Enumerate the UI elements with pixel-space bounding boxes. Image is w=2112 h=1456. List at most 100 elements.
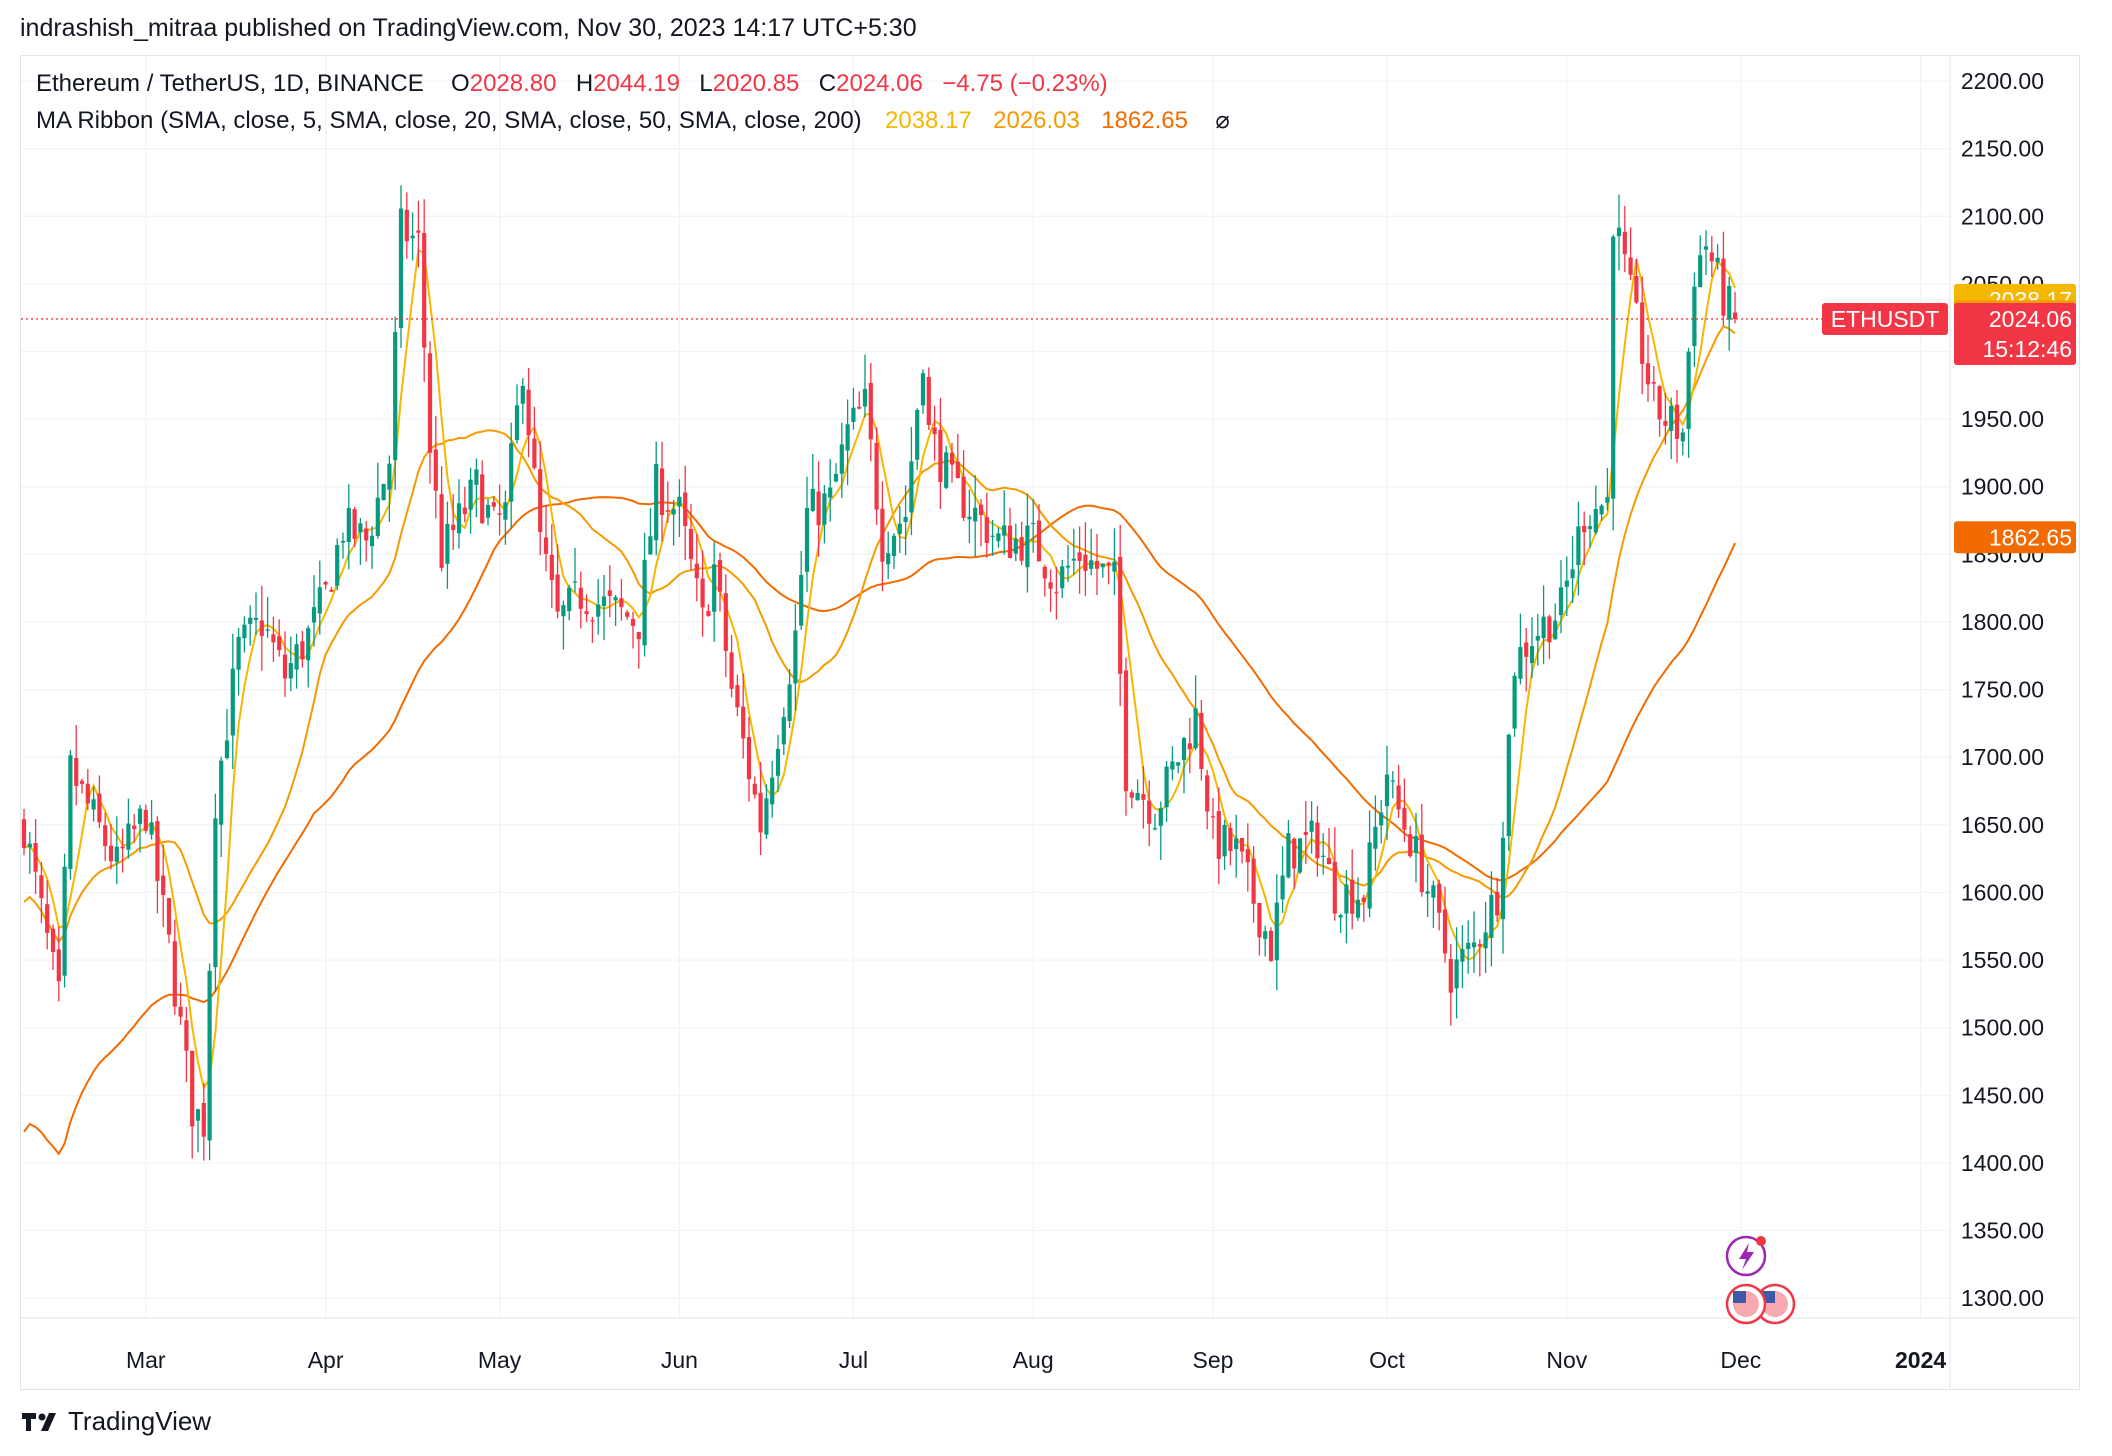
change-value: −4.75 (−0.23%)	[942, 70, 1108, 97]
candle-body	[555, 574, 560, 612]
candle-body	[277, 636, 282, 651]
candle-body	[949, 452, 955, 465]
candle-body	[79, 780, 85, 784]
grid-lines	[21, 56, 1950, 1318]
price-chart[interactable]: 1300.00 1350.00 1400.00 1450.00 1500.00 1550.…	[0, 0, 2112, 1400]
candle-body	[50, 928, 56, 952]
candle-body	[822, 493, 827, 525]
candle-body	[1576, 526, 1581, 566]
candle-body	[149, 822, 154, 835]
time-tick-label: Nov	[1546, 1347, 1587, 1373]
high-value: 2044.19	[593, 70, 680, 97]
candle-body	[1622, 231, 1627, 255]
candle-body	[445, 523, 450, 564]
time-tick-label: Aug	[1013, 1347, 1054, 1373]
candle-body	[723, 593, 728, 651]
candle-body	[1245, 849, 1250, 863]
candle-body	[816, 491, 821, 526]
candle-body	[996, 533, 1001, 542]
candle-body	[1512, 675, 1517, 729]
candle-body	[1645, 363, 1651, 385]
bar-countdown-text: 15:12:46	[1982, 336, 2072, 362]
candle-body	[323, 581, 328, 585]
candle-body	[770, 777, 775, 805]
candle-body	[1692, 286, 1697, 347]
time-axis: Mar Apr May Jun Jul Aug Sep Oct Nov Dec 2024	[126, 1347, 1946, 1373]
candle-body	[514, 405, 520, 441]
candle-body	[1118, 556, 1123, 674]
price-tick-label: 1950.00	[1961, 406, 2044, 432]
candle-body	[1657, 386, 1662, 420]
candle-body	[659, 468, 665, 515]
candle-body	[857, 406, 862, 409]
symbol-title: Ethereum / TetherUS, 1D, BINANCE	[36, 70, 424, 97]
candle-body	[1570, 569, 1575, 579]
candle-body	[897, 523, 902, 534]
indicator-legend[interactable]: MA Ribbon (SMA, close, 5, SMA, close, 20…	[36, 106, 1230, 135]
candle-body	[369, 535, 375, 547]
candle-body	[1007, 525, 1013, 558]
candle-body	[839, 444, 844, 474]
price-tick-label: 1800.00	[1961, 609, 2044, 635]
candle-body	[648, 536, 653, 555]
candle-body	[567, 587, 572, 612]
candle-body	[1094, 561, 1100, 569]
ma20-value: 2026.03	[993, 107, 1080, 134]
candle-body	[381, 483, 386, 501]
candle-body	[74, 758, 79, 786]
candle-body	[845, 424, 850, 451]
candle-body	[625, 612, 630, 617]
tradingview-footer[interactable]: TradingView	[22, 1406, 211, 1437]
candle-body	[166, 898, 172, 935]
candle-body	[1500, 837, 1506, 920]
candle-body	[1152, 828, 1158, 830]
candle-body	[630, 618, 636, 626]
candle-body	[1170, 761, 1175, 770]
last-price-text: 2024.06	[1989, 306, 2072, 332]
candle-body	[288, 663, 293, 679]
candle-body	[509, 443, 514, 502]
candle-body	[1640, 302, 1645, 364]
candle-body	[1564, 580, 1569, 587]
candle-body	[248, 617, 253, 624]
candle-body	[1611, 236, 1616, 499]
candle-body	[1680, 432, 1685, 442]
candle-body	[1089, 560, 1094, 569]
candle-body	[1292, 838, 1297, 869]
candle-body	[984, 517, 989, 543]
candle-body	[1268, 930, 1274, 962]
candle-body	[944, 452, 949, 488]
candle-body	[1674, 404, 1680, 439]
candle-body	[665, 510, 670, 512]
candle-body	[427, 353, 433, 453]
price-tick-label: 1900.00	[1961, 474, 2044, 500]
candle-body	[108, 845, 114, 862]
candle-body	[1582, 525, 1587, 533]
visibility-toggle-icon[interactable]: ⌀	[1215, 107, 1230, 134]
candle-body	[1651, 382, 1656, 384]
notification-dot	[1756, 1236, 1766, 1246]
indicator-title: MA Ribbon (SMA, close, 5, SMA, close, 20…	[36, 107, 862, 134]
candle-body	[85, 783, 90, 804]
candle-body	[1669, 405, 1674, 431]
candle-body	[219, 760, 224, 825]
candle-body	[1274, 902, 1279, 961]
candle-body	[468, 479, 473, 510]
candle-body	[1065, 565, 1071, 568]
ma20-line	[23, 324, 1736, 944]
candle-body	[161, 875, 166, 896]
candle-body	[1663, 420, 1668, 426]
time-tick-label: 2024	[1895, 1347, 1946, 1373]
chart-frame	[20, 55, 2080, 1390]
candle-body	[810, 488, 815, 511]
candle-body	[21, 819, 27, 848]
symbol-legend[interactable]: Ethereum / TetherUS, 1D, BINANCE O2028.8…	[36, 70, 1108, 98]
candle-body	[143, 809, 148, 831]
candle-body	[1013, 538, 1018, 554]
candle-body	[1466, 942, 1471, 950]
candle-body	[1054, 592, 1059, 594]
candle-body	[775, 748, 781, 776]
candle-body	[654, 464, 659, 541]
candle-body	[1280, 875, 1285, 900]
candles	[21, 185, 1738, 1161]
